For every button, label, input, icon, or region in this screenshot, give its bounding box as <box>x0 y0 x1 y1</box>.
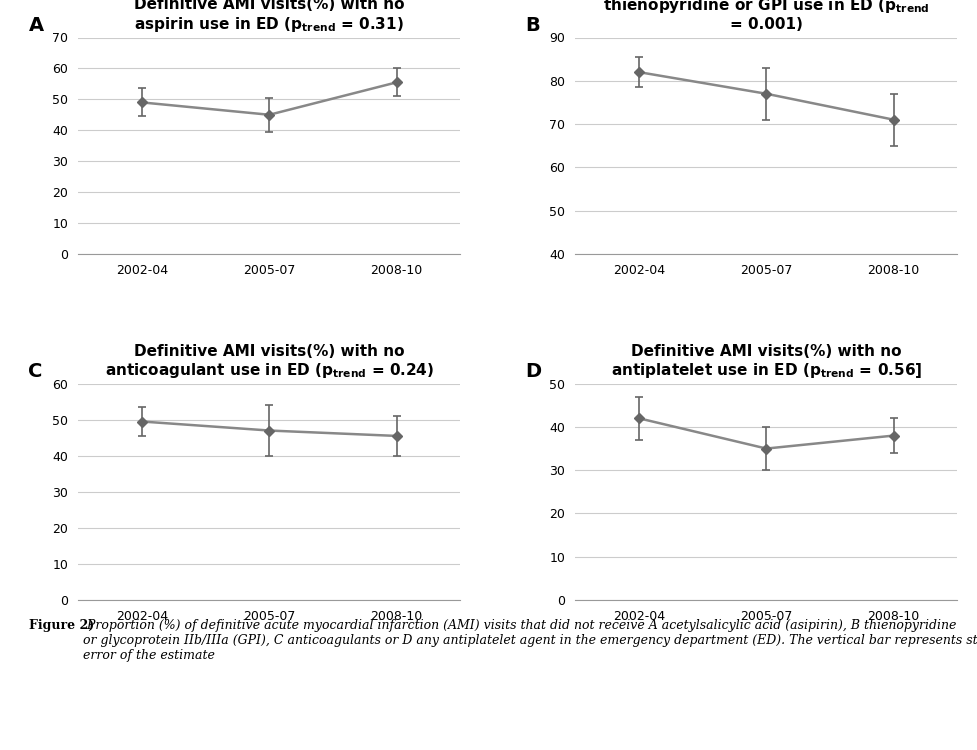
Text: B: B <box>526 16 540 34</box>
Title: Definitive AMI visits(%) with no
aspirin use in ED (p$_{\mathregular{trend}}$ = : Definitive AMI visits(%) with no aspirin… <box>134 0 404 34</box>
Text: Figure 2): Figure 2) <box>29 619 95 632</box>
Title: Definitive AMI visits(%) with no
anticoagulant use in ED (p$_{\mathregular{trend: Definitive AMI visits(%) with no anticoa… <box>105 344 434 380</box>
Text: Proportion (%) of definitive acute myocardial infarction (AMI) visits that did n: Proportion (%) of definitive acute myoca… <box>83 619 977 662</box>
Text: A: A <box>28 16 44 34</box>
Text: D: D <box>526 362 541 381</box>
Text: C: C <box>28 362 43 381</box>
Title: Definitive AMI visits(%) with no
thienopyridine or GPI use in ED (p$_{\mathregul: Definitive AMI visits(%) with no thienop… <box>603 0 930 32</box>
Title: Definitive AMI visits(%) with no
antiplatelet use in ED (p$_{\mathregular{trend}: Definitive AMI visits(%) with no antipla… <box>611 344 922 380</box>
